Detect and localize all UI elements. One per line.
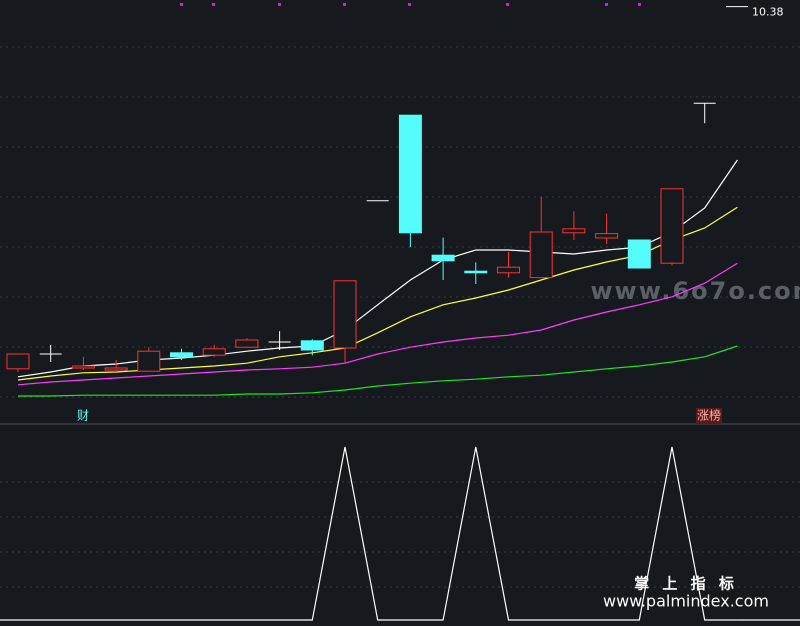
- dot: [605, 3, 608, 6]
- candle-body: [300, 340, 324, 351]
- candle-body: [562, 228, 586, 234]
- watermark: www.6o7o.com: [590, 277, 800, 305]
- candle-body: [431, 254, 455, 262]
- series-line: [18, 345, 738, 397]
- candle-body: [71, 365, 95, 369]
- candle-body: [104, 367, 128, 371]
- dot: [638, 3, 641, 6]
- candle-body: [137, 350, 161, 372]
- dot: [506, 3, 509, 6]
- candle-body: [6, 353, 30, 370]
- dot: [408, 3, 411, 6]
- dot: [343, 3, 346, 6]
- candle-body: [660, 188, 684, 264]
- dot: [180, 3, 183, 6]
- tag-right-bg: [696, 408, 722, 424]
- watermark-title: 掌 上 指 标: [634, 575, 738, 593]
- candle-body: [464, 270, 488, 274]
- dot: [212, 3, 215, 6]
- tag-left: 财: [77, 409, 89, 423]
- candle-body: [398, 114, 422, 234]
- candle-body: [627, 239, 651, 269]
- series-line: [17, 262, 738, 386]
- candle-body: [170, 352, 193, 358]
- watermark-url: www.palmindex.com: [603, 592, 769, 611]
- dot: [278, 3, 281, 6]
- candle-body: [333, 280, 357, 349]
- series-line: [18, 446, 738, 621]
- high-marker-label: 10.38: [752, 6, 784, 19]
- candle-body: [202, 348, 226, 356]
- candle-body: [497, 266, 520, 274]
- top-dots: [180, 3, 641, 6]
- candle-body: [595, 233, 619, 239]
- candle-body: [235, 339, 259, 348]
- tag-right: 涨榜: [697, 408, 721, 423]
- candle-body: [529, 231, 553, 279]
